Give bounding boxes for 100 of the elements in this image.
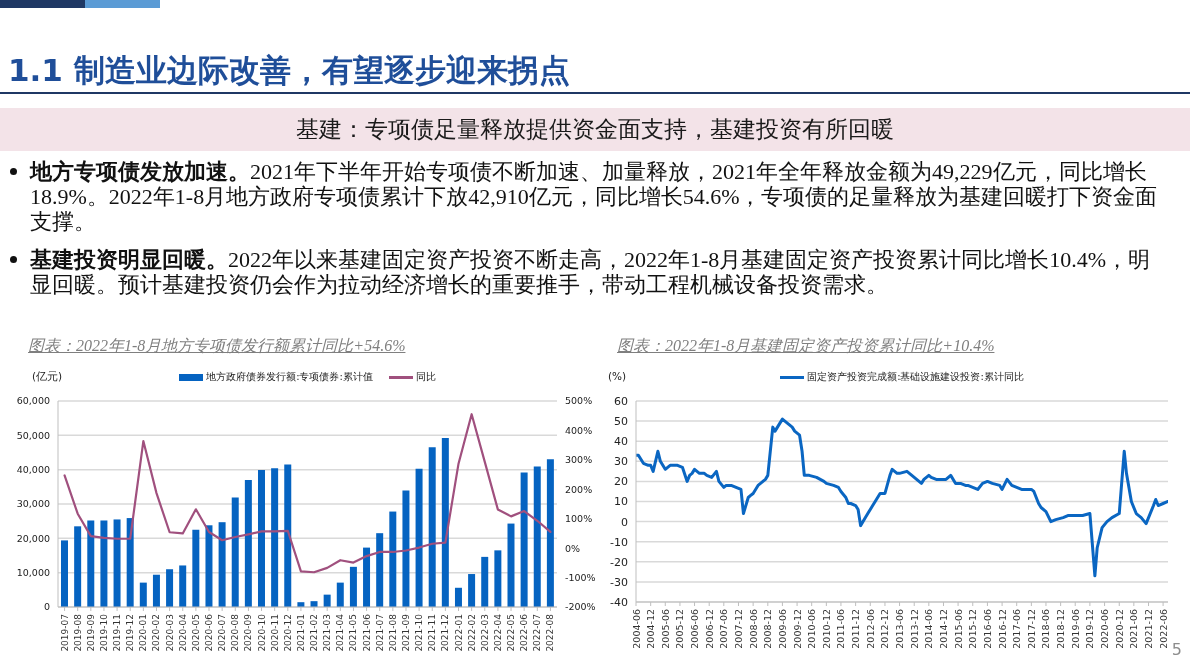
bar — [520, 472, 528, 607]
bar — [87, 520, 95, 607]
x-tick-label: 2022-07 — [532, 614, 543, 652]
x-tick-label: 2022-06 — [519, 613, 530, 652]
x-tick-label: 2017-12 — [1025, 609, 1037, 649]
y-tick-label: 10,000 — [16, 567, 50, 579]
x-tick-label: 2006-06 — [689, 609, 701, 649]
bar — [231, 497, 239, 607]
x-tick-label: 2016-06 — [981, 609, 993, 649]
bar — [507, 523, 515, 607]
bar — [126, 518, 134, 607]
bar — [113, 519, 121, 607]
x-tick-label: 2018-06 — [1040, 609, 1052, 649]
bar — [349, 566, 357, 607]
y-tick-label: -10 — [610, 535, 628, 549]
x-tick-label: 2010-12 — [820, 609, 832, 649]
line-series — [636, 417, 1168, 578]
bar — [166, 569, 174, 607]
x-tick-label: 2012-06 — [864, 609, 876, 649]
line-series — [63, 413, 552, 574]
x-tick-label: 2005-06 — [659, 609, 671, 649]
x-tick-label: 2019-07 — [59, 614, 70, 652]
x-tick-label: 2014-06 — [923, 609, 935, 649]
x-tick-label: 2005-12 — [674, 609, 686, 649]
bar — [139, 582, 147, 607]
x-tick-label: 2004-06 — [630, 609, 642, 649]
x-tick-label: 2021-02 — [309, 614, 320, 652]
y-tick-label: 20,000 — [16, 532, 50, 544]
x-tick-label: 2009-12 — [791, 609, 803, 649]
x-tick-label: 2009-06 — [776, 609, 788, 649]
x-tick-label: 2020-10 — [256, 613, 267, 652]
x-tick-label: 2007-06 — [718, 609, 730, 649]
y-tick-label: 20 — [614, 475, 628, 489]
x-tick-label: 2021-01 — [295, 614, 306, 652]
legend-label: 地方政府债券发行额:专项债券:累计值 — [206, 370, 373, 384]
x-tick-label: 2020-05 — [190, 614, 201, 652]
x-tick-label: 2020-04 — [177, 613, 188, 652]
y2-tick-label: 300% — [565, 454, 593, 466]
bar — [494, 550, 502, 607]
bar — [415, 468, 423, 607]
y2-tick-label: 400% — [565, 424, 593, 436]
x-tick-label: 2021-09 — [400, 613, 411, 652]
x-tick-label: 2019-10 — [98, 613, 109, 652]
y2-tick-label: 0% — [565, 542, 581, 554]
x-tick-label: 2021-05 — [348, 614, 359, 652]
legend-label: 同比 — [415, 370, 436, 384]
x-tick-label: 2020-07 — [217, 614, 228, 652]
x-tick-label: 2019-06 — [1069, 609, 1081, 649]
bar — [244, 479, 252, 607]
y-tick-label: 50 — [614, 415, 628, 429]
text: 基建：专项债足量释放提供资金面支持，基建投资有所回暖 — [296, 115, 894, 144]
bar — [257, 470, 265, 607]
y-tick-label: -30 — [610, 575, 628, 589]
bar — [546, 459, 554, 607]
y-tick-label: 60 — [614, 394, 628, 408]
x-tick-label: 2021-03 — [322, 614, 333, 652]
y-tick-label: 40 — [614, 435, 628, 449]
x-tick-label: 2021-04 — [335, 613, 346, 652]
x-tick-label: 2021-10 — [414, 613, 425, 652]
x-tick-label: 2016-12 — [996, 609, 1008, 649]
x-tick-label: 2020-12 — [1113, 609, 1125, 649]
x-tick-label: 2007-12 — [732, 609, 744, 649]
y-tick-label: 10 — [614, 495, 628, 509]
x-tick-label: 2021-11 — [427, 614, 438, 652]
x-tick-label: 2020-08 — [230, 613, 241, 652]
x-tick-label: 2015-12 — [967, 609, 979, 649]
y-tick-label: 0 — [621, 515, 628, 529]
x-tick-label: 2022-03 — [479, 614, 490, 652]
x-tick-label: 2022-06 — [1157, 609, 1169, 649]
x-tick-label: 2022-01 — [453, 614, 464, 652]
x-tick-label: 2020-09 — [243, 613, 254, 652]
bar — [179, 565, 187, 607]
x-tick-label: 2021-06 — [361, 613, 372, 652]
x-tick-label: 2020-03 — [164, 614, 175, 652]
x-tick-label: 2004-12 — [645, 609, 657, 649]
y2-tick-label: 500% — [565, 395, 593, 407]
x-tick-label: 2021-08 — [387, 613, 398, 652]
bar — [192, 529, 200, 607]
bar — [271, 468, 279, 607]
x-tick-label: 2013-06 — [894, 609, 906, 649]
x-tick-label: 2022-05 — [506, 614, 517, 652]
text: 地方专项债发放加速。2021年下半年开始专项债不断加速、加量释放，2021年全年释放金额为49,229亿元，同比增长18.9%。2022年1-8月地方政府专项债累计下放42,910亿元，同比增长54.6%，专项债的足量释放为基建回暖打下资金面支撑。 — [30, 159, 1158, 234]
bar — [402, 490, 410, 607]
x-tick-label: 2006-12 — [703, 609, 715, 649]
y-tick-label: -40 — [610, 595, 628, 609]
bar — [363, 547, 371, 607]
text: 1.1 制造业边际改善，有望逐步迎来拐点 — [8, 52, 570, 88]
text: 基建投资明显回暖。2022年以来基建固定资产投资不断走高，2022年1-8月基建固定资产投资累计同比增长10.4%，明显回暖。预计基建投资仍会作为拉动经济增长的重要推手，带动工程机械设备投资需求。 — [30, 247, 1151, 297]
bar — [428, 447, 436, 607]
y-tick-label: 60,000 — [16, 395, 50, 407]
x-tick-label: 2020-06 — [204, 613, 215, 652]
x-tick-label: 2020-06 — [1099, 609, 1111, 649]
x-tick-label: 2010-06 — [806, 609, 818, 649]
x-tick-label: 2022-04 — [492, 613, 503, 652]
bar — [454, 587, 462, 607]
x-tick-label: 2008-12 — [762, 609, 774, 649]
x-tick-label: 2020-12 — [282, 614, 293, 652]
y2-tick-label: 200% — [565, 483, 593, 495]
y-axis-title: (%) — [608, 370, 627, 382]
x-tick-label: 2020-01 — [138, 614, 149, 652]
